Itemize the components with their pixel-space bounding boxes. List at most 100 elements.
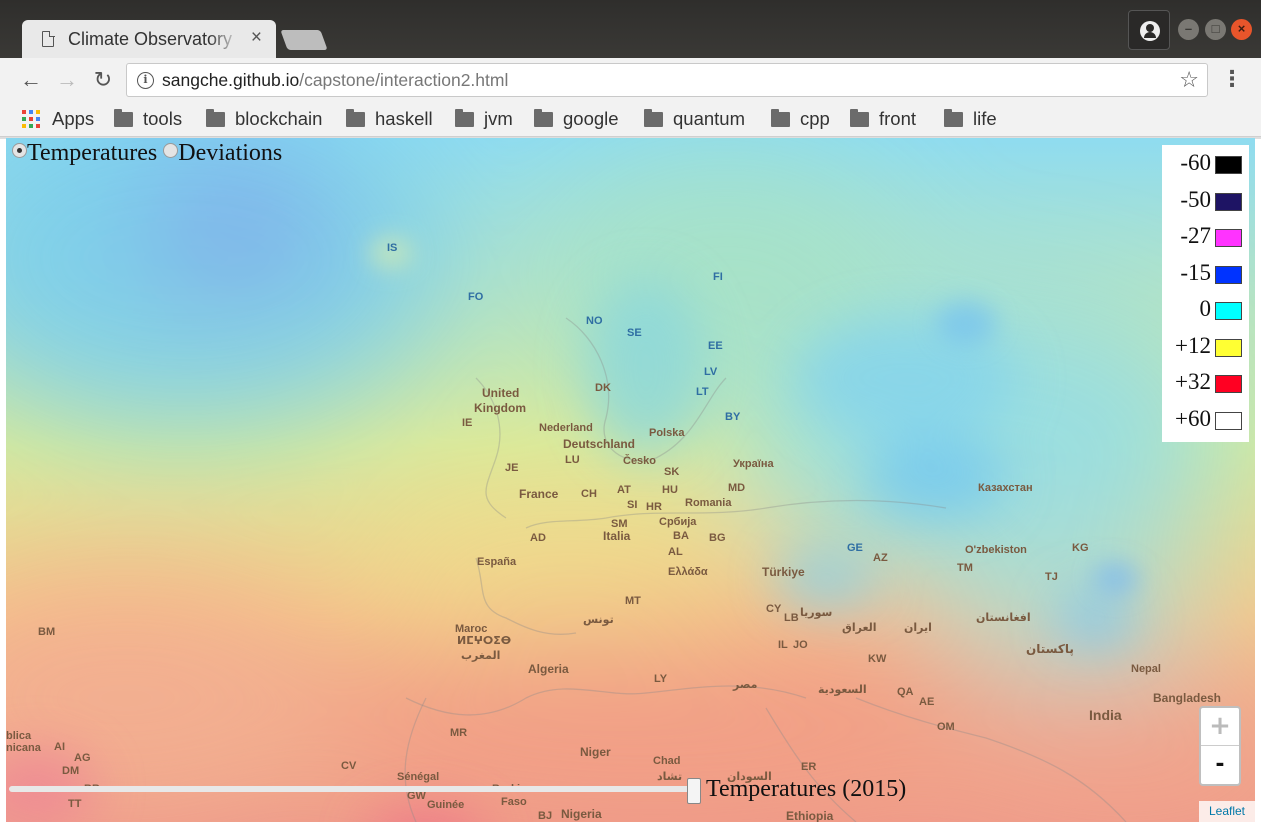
legend-swatch	[1215, 375, 1242, 393]
reload-button[interactable]: ↻	[93, 67, 113, 92]
bookmark-google[interactable]: google	[534, 106, 619, 132]
bookmark-tools[interactable]: tools	[114, 106, 182, 132]
map-label: MD	[728, 482, 746, 494]
bookmark-blockchain[interactable]: blockchain	[206, 106, 322, 132]
map-label: blica	[6, 730, 32, 742]
maximize-button[interactable]: □	[1205, 19, 1226, 40]
map-label: NO	[586, 315, 603, 327]
map-label: Nederland	[539, 422, 593, 434]
map-label: KG	[1072, 542, 1089, 554]
minimize-button[interactable]: –	[1178, 19, 1199, 40]
map-label: Србија	[659, 516, 697, 528]
map-label: O'zbekiston	[965, 544, 1027, 556]
close-window-button[interactable]: ×	[1231, 19, 1252, 40]
map-label: Казахстан	[978, 482, 1033, 494]
mode-label-deviations[interactable]: Deviations	[178, 140, 283, 166]
browser-chrome: Climate Observatory × – □ × ← → ↻ i sang…	[0, 0, 1261, 139]
tab-close-icon[interactable]: ×	[250, 27, 262, 48]
map-label: India	[1089, 707, 1122, 723]
zoom-in-button[interactable]: +	[1201, 708, 1239, 746]
map-viewport[interactable]: IS FO NO SE FI EE LV LT BY DK IE United …	[6, 138, 1255, 822]
apps-grid-icon	[22, 110, 40, 128]
map-label: AL	[668, 546, 683, 558]
title-bar: Climate Observatory × – □ ×	[0, 0, 1261, 58]
legend-label: 0	[1199, 296, 1212, 321]
map-label: Nigeria	[561, 807, 602, 821]
map-label: ⵍⵎⵖⵔⵉⴱ	[457, 635, 512, 647]
map-label: Kingdom	[474, 401, 526, 415]
legend-row: -15	[1162, 257, 1249, 293]
map-label: Ethiopia	[786, 809, 834, 822]
radio-deviations[interactable]	[163, 143, 179, 158]
zoom-out-button[interactable]: -	[1215, 752, 1225, 777]
map-label: OM	[937, 721, 955, 733]
address-bar[interactable]: i sangche.github.io/capstone/interaction…	[126, 63, 1208, 97]
browser-tab[interactable]: Climate Observatory ×	[22, 20, 276, 58]
folder-icon	[944, 109, 963, 127]
legend-label: +32	[1175, 369, 1211, 394]
bookmark-jvm[interactable]: jvm	[455, 106, 513, 132]
legend-swatch	[1215, 229, 1242, 247]
layer-mode-toggle: Temperatures Deviations	[12, 140, 282, 168]
map-label: ایران	[904, 622, 932, 634]
map-label: السودان	[727, 771, 772, 783]
map-label: BA	[673, 530, 689, 542]
map-label: Chad	[653, 755, 681, 767]
map-label: Guinée	[427, 799, 465, 811]
bookmark-quantum[interactable]: quantum	[644, 106, 745, 132]
map-label: QA	[897, 686, 914, 698]
map-label: Deutschland	[563, 437, 636, 451]
leaflet-attribution-link[interactable]: Leaflet	[1199, 801, 1255, 822]
legend-row: +32	[1162, 366, 1249, 402]
map-label: IL	[778, 639, 788, 651]
forward-button[interactable]: →	[56, 67, 78, 92]
map-label: LB	[784, 612, 799, 624]
bookmark-label: life	[973, 108, 997, 129]
map-label: AZ	[873, 552, 888, 564]
map-label: España	[477, 556, 517, 568]
map-label: MR	[450, 727, 468, 739]
zoom-control: + -	[1199, 706, 1241, 786]
site-info-icon[interactable]: i	[137, 72, 154, 89]
map-label: تونس	[583, 614, 614, 626]
bookmarks-bar: Apps tools blockchain haskell jvm google…	[0, 102, 1261, 137]
bookmark-label: front	[879, 108, 917, 129]
map-label: العراق	[842, 622, 877, 634]
legend-label: -27	[1180, 223, 1211, 248]
map-label: Україна	[733, 458, 774, 470]
slider-track[interactable]	[9, 786, 699, 792]
map-label: LT	[696, 386, 709, 398]
browser-menu-icon[interactable]: ⋮	[1221, 66, 1243, 91]
map-label: JE	[505, 462, 519, 474]
year-slider[interactable]	[9, 778, 701, 804]
bookmark-life[interactable]: life	[944, 106, 997, 132]
bookmark-haskell[interactable]: haskell	[346, 106, 433, 132]
legend-label: -50	[1180, 187, 1211, 212]
map-label: Maroc	[455, 623, 488, 635]
map-label: ER	[801, 761, 817, 773]
radio-temperatures[interactable]	[12, 143, 27, 158]
bookmark-label: tools	[143, 108, 183, 129]
map-label: FO	[468, 291, 484, 303]
map-label: EE	[708, 340, 723, 352]
url-text[interactable]: sangche.github.io/capstone/interaction2.…	[162, 70, 508, 91]
map-label: AD	[530, 532, 546, 544]
bookmark-front[interactable]: front	[850, 106, 916, 132]
map-label: MT	[625, 595, 641, 607]
legend-swatch	[1215, 412, 1242, 430]
bookmark-star-icon[interactable]: ☆	[1179, 67, 1199, 92]
browser-toolbar: ← → ↻ i sangche.github.io/capstone/inter…	[0, 58, 1261, 102]
bookmark-apps[interactable]: Apps	[22, 106, 94, 132]
map-label: IE	[462, 417, 473, 429]
mode-label-temperatures[interactable]: Temperatures	[27, 140, 158, 166]
map-label: پاکستان	[1026, 642, 1074, 656]
new-tab-button[interactable]	[280, 30, 328, 50]
map-label: TJ	[1045, 571, 1058, 583]
back-button[interactable]: ←	[20, 67, 42, 92]
bookmark-cpp[interactable]: cpp	[771, 106, 830, 132]
map-label: Nepal	[1131, 663, 1161, 675]
slider-thumb[interactable]	[687, 778, 701, 804]
map-label: BY	[725, 411, 741, 423]
legend-label: +12	[1175, 333, 1211, 358]
profile-button[interactable]	[1128, 10, 1170, 50]
